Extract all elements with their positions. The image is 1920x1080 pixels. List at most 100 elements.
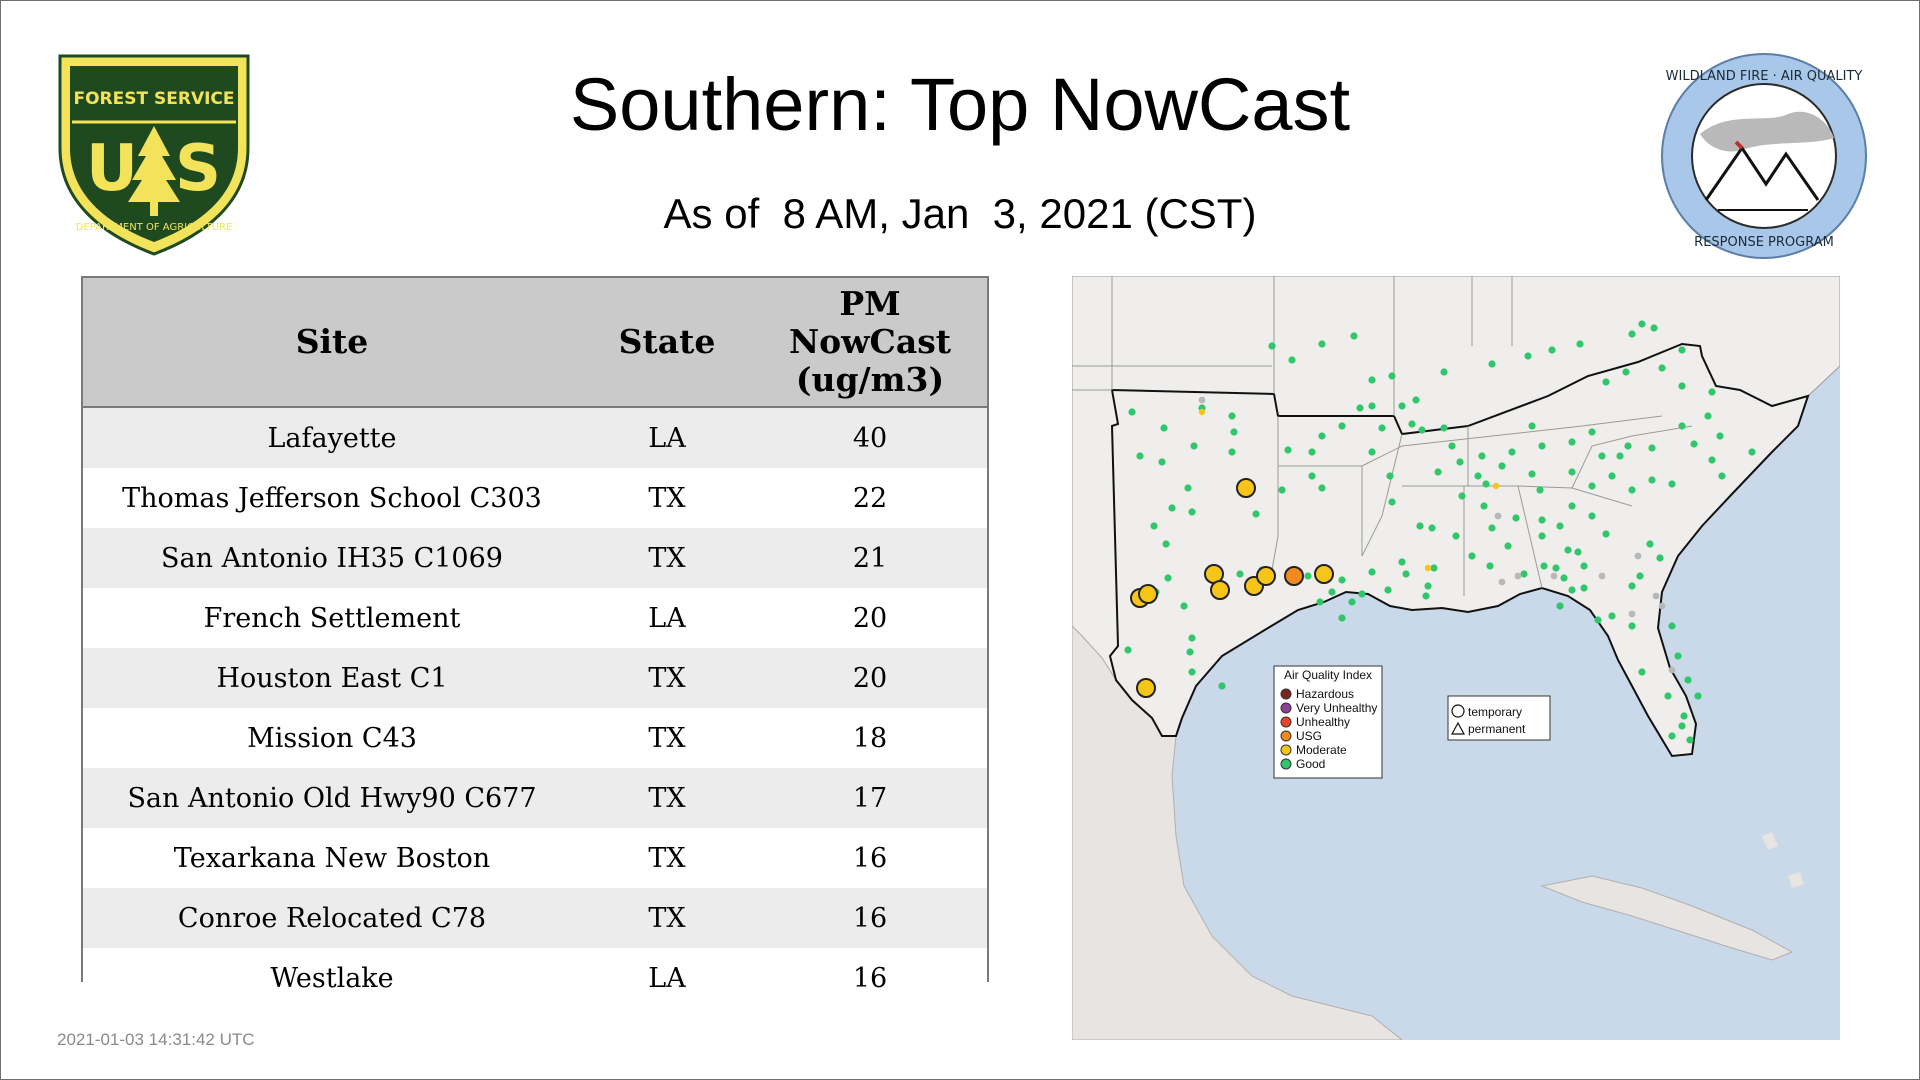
- monitor-dot-good: [1328, 588, 1336, 596]
- monitor-dot-good: [1368, 402, 1376, 410]
- monitor-dot-good: [1452, 532, 1460, 540]
- monitor-dot-good: [1488, 524, 1496, 532]
- monitor-dot-good: [1690, 440, 1698, 448]
- monitor-dot-good: [1568, 502, 1576, 510]
- monitor-dot-good: [1538, 532, 1546, 540]
- value-cell: 16: [753, 828, 987, 888]
- monitor-dot-good: [1622, 368, 1630, 376]
- monitor-dot-good: [1284, 446, 1292, 454]
- site-cell: Texarkana New Boston: [83, 828, 581, 888]
- site-cell: Thomas Jefferson School C303: [83, 468, 581, 528]
- monitor-dot-good: [1608, 612, 1616, 620]
- monitor-dot-good: [1160, 424, 1168, 432]
- monitor-dot-good: [1650, 324, 1658, 332]
- monitor-dot-moderate: [1492, 482, 1500, 490]
- monitor-dot-good: [1638, 668, 1646, 676]
- map-land-cuba: [1540, 875, 1794, 961]
- monitor-dot-good: [1228, 412, 1236, 420]
- monitor-dot-good: [1658, 364, 1666, 372]
- monitor-dot-no-data: [1550, 572, 1558, 580]
- temporary-circle-icon: [1451, 704, 1465, 718]
- monitor-dot-good: [1308, 472, 1316, 480]
- monitor-dot-good: [1656, 554, 1664, 562]
- monitor-dot-good: [1188, 634, 1196, 642]
- pm-header-line-1: PM: [839, 284, 901, 324]
- monitor-dot-good: [1318, 432, 1326, 440]
- monitor-dot-good: [1552, 564, 1560, 572]
- table-row: Thomas Jefferson School C303 TX 22: [83, 468, 987, 528]
- svg-text:DEPARTMENT OF AGRICULTURE: DEPARTMENT OF AGRICULTURE: [76, 222, 233, 233]
- table-row: San Antonio Old Hwy90 C677 TX 17: [83, 768, 987, 828]
- monitor-temporary-usg: [1284, 566, 1304, 586]
- monitor-dot-good: [1568, 438, 1576, 446]
- monitor-dot-good: [1402, 570, 1410, 578]
- legend-item-moderate: Moderate: [1296, 743, 1347, 757]
- state-cell: LA: [581, 588, 753, 648]
- monitor-dot-good: [1136, 452, 1144, 460]
- monitor-dot-good: [1486, 562, 1494, 570]
- monitor-dot-good: [1164, 574, 1172, 582]
- monitor-dot-good: [1304, 572, 1312, 580]
- monitor-dot-good: [1348, 598, 1356, 606]
- monitor-dot-good: [1422, 592, 1430, 600]
- monitor-dot-good: [1684, 676, 1692, 684]
- monitor-dot-good: [1648, 476, 1656, 484]
- state-cell: LA: [581, 407, 753, 468]
- monitor-dot-good: [1636, 572, 1644, 580]
- monitor-dot-good: [1580, 562, 1588, 570]
- legend-item-unhealthy: Unhealthy: [1296, 715, 1350, 729]
- monitor-dot-good: [1560, 574, 1568, 582]
- air-quality-map: Air Quality Index Hazardous Very Unhealt…: [1072, 276, 1840, 1040]
- monitor-dot-no-data: [1514, 572, 1522, 580]
- monitor-dot-good: [1408, 420, 1416, 428]
- monitor-dot-good: [1480, 502, 1488, 510]
- monitor-dot-good: [1448, 442, 1456, 450]
- state-cell: TX: [581, 828, 753, 888]
- monitor-dot-good: [1548, 346, 1556, 354]
- svg-text:WILDLAND FIRE · AIR QUALITY: WILDLAND FIRE · AIR QUALITY: [1666, 69, 1863, 84]
- monitor-dot-good: [1236, 570, 1244, 578]
- monitor-temporary-moderate: [1136, 678, 1156, 698]
- monitor-dot-good: [1124, 646, 1132, 654]
- monitor-temporary-moderate: [1138, 584, 1158, 604]
- value-cell: 18: [753, 708, 987, 768]
- legend-item-good: Good: [1296, 757, 1325, 771]
- site-cell: Conroe Relocated C78: [83, 888, 581, 948]
- monitor-dot-good: [1398, 402, 1406, 410]
- value-cell: 21: [753, 528, 987, 588]
- legend-item-very-unhealthy: Very Unhealthy: [1296, 701, 1377, 715]
- monitor-dot-good: [1318, 484, 1326, 492]
- monitor-dot-good: [1358, 590, 1366, 598]
- site-cell: Westlake: [83, 948, 581, 1008]
- value-cell: 40: [753, 407, 987, 468]
- monitor-dot-good: [1588, 428, 1596, 436]
- wildland-fire-air-quality-seal-icon: WILDLAND FIRE · AIR QUALITY RESPONSE PRO…: [1658, 50, 1870, 262]
- monitor-dot-no-data: [1658, 602, 1666, 610]
- column-header-state: State: [581, 278, 753, 408]
- monitor-dot-good: [1288, 356, 1296, 364]
- monitor-dot-good: [1338, 614, 1346, 622]
- monitor-dot-good: [1388, 372, 1396, 380]
- monitor-dot-good: [1388, 498, 1396, 506]
- monitor-dot-good: [1520, 570, 1528, 578]
- monitor-dot-good: [1680, 712, 1688, 720]
- monitor-dot-good: [1440, 424, 1448, 432]
- monitor-dot-good: [1440, 368, 1448, 376]
- monitor-dot-good: [1488, 360, 1496, 368]
- monitor-dot-good: [1338, 422, 1346, 430]
- monitor-dot-no-data: [1498, 578, 1506, 586]
- monitor-dot-good: [1616, 452, 1624, 460]
- monitor-dot-no-data: [1198, 396, 1206, 404]
- pm-header-line-2: NowCast: [788, 322, 952, 362]
- svg-text:U: U: [86, 132, 138, 206]
- monitor-dot-good: [1718, 472, 1726, 480]
- table-row: Houston East C1 TX 20: [83, 648, 987, 708]
- monitor-dot-good: [1338, 576, 1346, 584]
- forest-service-shield-icon: FOREST SERVICE U S DEPARTMENT OF AGRICUL…: [52, 52, 256, 258]
- monitor-dot-good: [1458, 492, 1466, 500]
- monitor-dot-good: [1434, 468, 1442, 476]
- monitor-dot-good: [1162, 540, 1170, 548]
- monitor-dot-good: [1428, 524, 1436, 532]
- monitor-dot-good: [1598, 452, 1606, 460]
- map-region-outline: [1108, 342, 1810, 758]
